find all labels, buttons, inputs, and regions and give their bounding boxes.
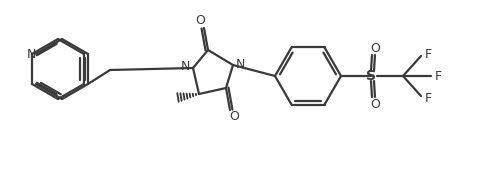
Text: O: O — [370, 42, 380, 55]
Text: O: O — [229, 111, 239, 124]
Text: S: S — [366, 69, 376, 83]
Text: N: N — [235, 58, 245, 71]
Text: O: O — [195, 14, 205, 27]
Text: N: N — [26, 48, 36, 61]
Text: O: O — [370, 98, 380, 111]
Text: F: F — [434, 70, 441, 83]
Text: F: F — [424, 92, 431, 105]
Text: F: F — [424, 48, 431, 61]
Text: N: N — [180, 59, 190, 73]
